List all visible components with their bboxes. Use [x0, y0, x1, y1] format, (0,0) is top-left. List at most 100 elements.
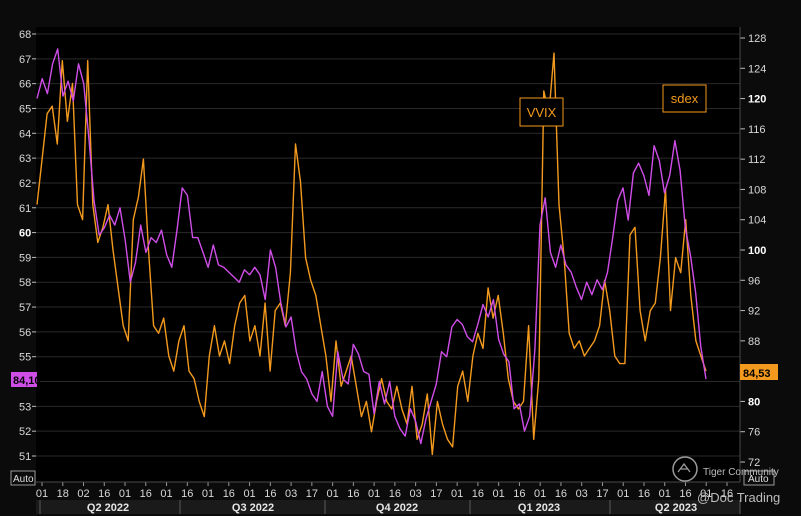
right-tick-label: 96	[748, 275, 760, 287]
right-tick-label: 92	[748, 306, 760, 318]
left-tick-label: 61	[19, 203, 31, 215]
x-tick-label: 16	[223, 488, 235, 500]
right-axis[interactable]: 72768084889296100104108112116120124128	[739, 27, 766, 482]
right-auto-button-frame[interactable]	[743, 470, 775, 486]
right-tick-label: 124	[748, 63, 766, 75]
x-tick-label: 16	[98, 488, 110, 500]
x-tick-label: 01	[534, 488, 546, 500]
x-tick-label: 01	[160, 488, 172, 500]
quarter-label: Q2 2023	[655, 502, 697, 514]
x-tick-label: 17	[596, 488, 608, 500]
quarter-label: Q2 2022	[87, 502, 129, 514]
right-tick-label: 104	[748, 215, 766, 227]
x-tick-label: 16	[472, 488, 484, 500]
left-tick-label: 64	[19, 128, 31, 140]
right-tick-label: 76	[748, 427, 760, 439]
left-tick-label: 57	[19, 302, 31, 314]
legend-vvix: VVIX	[519, 97, 564, 127]
left-tick-label: 63	[19, 153, 31, 165]
legend-vvix-label: VVIX	[527, 105, 557, 120]
x-tick-label: 01	[493, 488, 505, 500]
tiger-logo-icon	[672, 456, 698, 482]
left-tick-label: 65	[19, 103, 31, 115]
left-tick-label: 55	[19, 352, 31, 364]
x-tick-label: 16	[264, 488, 276, 500]
x-tick-label: 16	[347, 488, 359, 500]
right-tick-label: 88	[748, 336, 760, 348]
left-tick-label: 67	[19, 54, 31, 66]
x-tick-label: 02	[77, 488, 89, 500]
x-tick-label: 01	[700, 488, 712, 500]
x-tick-label: 03	[410, 488, 422, 500]
left-tick-label: 51	[19, 451, 31, 463]
right-tick-label: 80	[748, 396, 760, 408]
quarter-label: Q1 2023	[518, 502, 560, 514]
x-tick-label: 16	[638, 488, 650, 500]
x-tick-label: 16	[555, 488, 567, 500]
left-tick-label: 60	[19, 228, 31, 240]
watermark-brand: Tiger Community	[703, 467, 779, 478]
legend-vvix-box	[519, 97, 564, 127]
x-tick-label: 17	[430, 488, 442, 500]
x-tick-label: 01	[243, 488, 255, 500]
legend-sdex-label: sdex	[671, 91, 699, 106]
right-tick-label: 72	[748, 457, 760, 469]
x-tick-label: 18	[57, 488, 69, 500]
x-tick-label: 17	[306, 488, 318, 500]
x-tick-label: 01	[617, 488, 629, 500]
x-axis[interactable]: 01 18 02 16 01 16 01 16 01 16 01 16 03 17 01 16 01 16 03 17…	[36, 481, 741, 514]
right-last-value: 84,53	[740, 364, 778, 380]
grid	[36, 33, 740, 457]
x-tick-label: 16	[679, 488, 691, 500]
x-tick-label: 16	[140, 488, 152, 500]
series-layer	[36, 48, 707, 456]
x-tick-label: 01	[119, 488, 131, 500]
left-tick-label: 68	[19, 29, 31, 41]
x-tick-label: 01	[659, 488, 671, 500]
left-tick-label: 66	[19, 79, 31, 91]
right-auto-button[interactable]: Auto	[743, 470, 775, 486]
right-tick-label: 120	[748, 94, 766, 106]
left-tick-label: 58	[19, 277, 31, 289]
x-tick-label: 01	[368, 488, 380, 500]
quarter-label: Q4 2022	[376, 502, 418, 514]
left-tick-label: 52	[19, 426, 31, 438]
watermark-handle: @Doc Trading	[697, 490, 780, 505]
x-tick-label: 16	[389, 488, 401, 500]
left-tick-label: 59	[19, 252, 31, 264]
watermark: Tiger Community @Doc Trading	[672, 456, 780, 505]
x-tick-label: 16	[721, 488, 733, 500]
x-tick-label: 16	[181, 488, 193, 500]
right-tick-label: 128	[748, 33, 766, 45]
right-tick-label: 112	[748, 154, 766, 166]
left-auto-button[interactable]: Auto	[10, 470, 36, 486]
quarter-band	[36, 500, 740, 514]
legend-sdex: sdex	[662, 84, 707, 113]
x-tick-label: 16	[513, 488, 525, 500]
left-auto-button-frame[interactable]	[10, 470, 36, 486]
x-tick-label: 01	[326, 488, 338, 500]
right-tick-label: 100	[748, 245, 766, 257]
quarter-label: Q3 2022	[232, 502, 274, 514]
left-last-value-text: 84,10	[13, 375, 41, 387]
x-tick-label: 03	[576, 488, 588, 500]
right-auto-label: Auto	[748, 474, 769, 485]
left-last-value-box	[11, 372, 37, 387]
left-last-value: 84,10	[11, 372, 41, 387]
series-line-sdex	[36, 48, 707, 445]
left-tick-label: 56	[19, 327, 31, 339]
left-tick-label: 62	[19, 178, 31, 190]
plot-area	[36, 27, 740, 482]
x-tick-label: 03	[285, 488, 297, 500]
x-tick-label: 01	[36, 488, 48, 500]
right-tick-label: 108	[748, 184, 766, 196]
left-auto-label: Auto	[13, 474, 34, 485]
right-last-value-box	[740, 364, 778, 380]
right-last-value-text: 84,53	[743, 368, 771, 380]
tiger-logo-mark	[677, 462, 691, 473]
right-tick-label: 116	[748, 124, 766, 136]
x-tick-label: 01	[451, 488, 463, 500]
x-tick-label: 01	[202, 488, 214, 500]
series-line-vvix	[36, 52, 707, 456]
legend-sdex-box	[662, 84, 707, 113]
